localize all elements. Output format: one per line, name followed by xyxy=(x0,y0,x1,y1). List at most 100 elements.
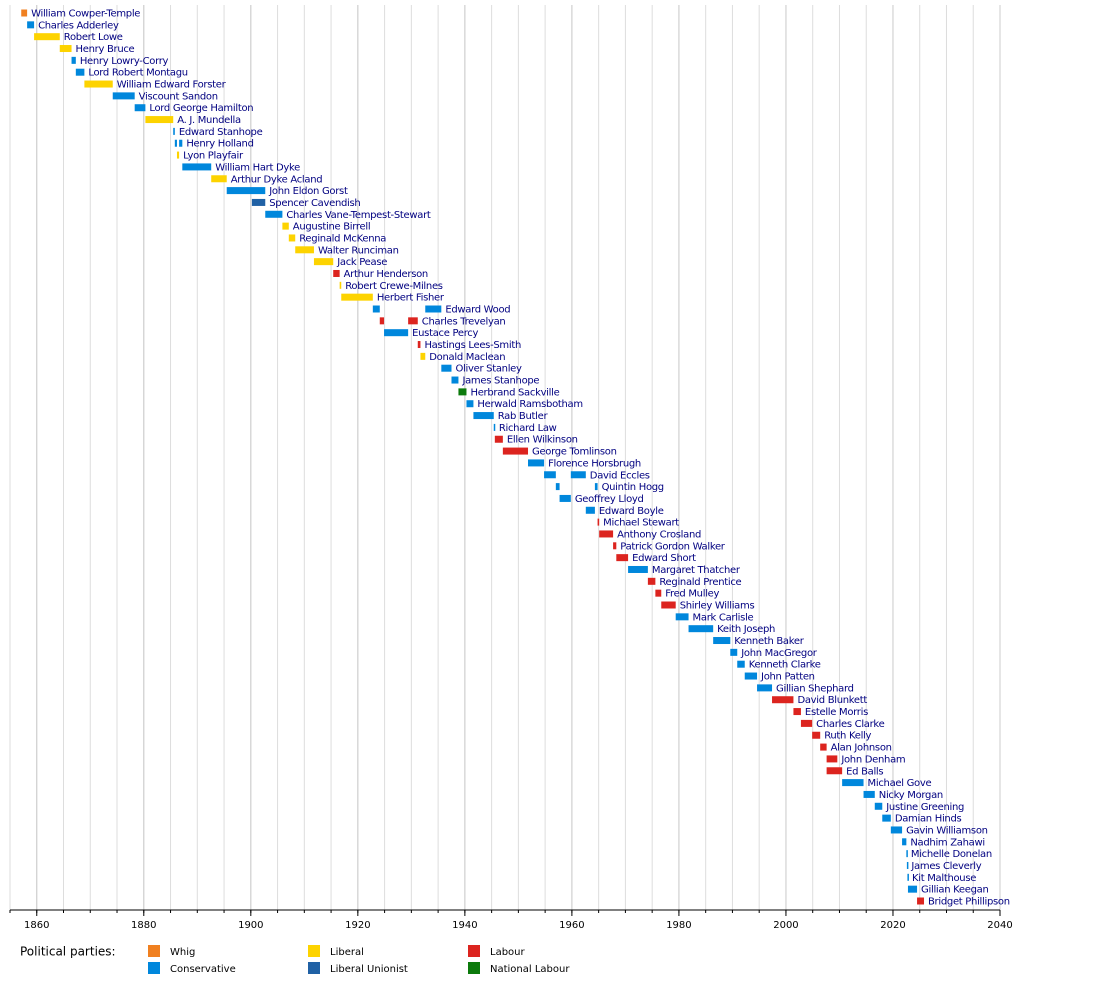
minister-name: Hastings Lees-Smith xyxy=(424,340,521,351)
minister-name: James Stanhope xyxy=(461,376,539,387)
legend-label: Liberal xyxy=(330,947,364,958)
term-bar xyxy=(528,459,545,467)
minister-name: Charles Clarke xyxy=(816,719,884,730)
term-bar xyxy=(585,506,595,514)
minister-name: Arthur Dyke Acland xyxy=(231,174,323,185)
term-bar xyxy=(226,187,266,195)
term-bar xyxy=(372,305,380,313)
minister-name: Edward Wood xyxy=(445,305,510,316)
term-bar xyxy=(71,56,76,64)
term-bar xyxy=(313,258,334,266)
term-bar xyxy=(34,33,60,41)
term-bar xyxy=(730,648,738,656)
term-bar xyxy=(902,838,907,846)
term-bar xyxy=(597,518,600,526)
term-bar xyxy=(647,577,656,585)
term-bar xyxy=(616,554,629,562)
term-bar xyxy=(863,790,875,798)
term-bar xyxy=(559,494,571,502)
term-bar xyxy=(713,637,731,645)
minister-name: Arthur Henderson xyxy=(344,269,428,280)
term-bar xyxy=(907,873,909,881)
term-bar xyxy=(420,352,426,360)
term-bar xyxy=(182,163,212,171)
x-tick-label: 1940 xyxy=(452,920,477,931)
x-tick-label: 1920 xyxy=(345,920,370,931)
minister-name: William Hart Dyke xyxy=(215,162,300,173)
minister-name: Shirley Williams xyxy=(680,601,755,612)
term-bar xyxy=(466,400,474,408)
legend-label: National Labour xyxy=(490,964,570,975)
minister-name: Quintin Hogg xyxy=(602,482,664,493)
legend-swatch xyxy=(468,962,480,974)
term-bar xyxy=(408,317,418,325)
term-bar xyxy=(744,672,758,680)
term-bar xyxy=(906,850,908,858)
x-tick-label: 2000 xyxy=(773,920,798,931)
minister-name: Anthony Crosland xyxy=(617,529,701,540)
term-bar xyxy=(341,293,373,301)
legend-swatch xyxy=(308,945,320,957)
minister-name: David Blunkett xyxy=(797,695,867,706)
term-bar xyxy=(628,565,648,573)
minister-name: Henry Holland xyxy=(186,139,253,150)
term-bar xyxy=(288,234,296,242)
term-bar xyxy=(134,104,146,112)
minister-name: William Edward Forster xyxy=(117,80,227,91)
x-tick-label: 2020 xyxy=(880,920,905,931)
minister-name: Charles Vane-Tempest-Stewart xyxy=(286,210,431,221)
minister-name: Justine Greening xyxy=(885,802,964,813)
term-bar xyxy=(737,660,745,668)
minister-name: David Eccles xyxy=(590,470,650,481)
minister-name: Michelle Donelan xyxy=(911,849,992,860)
x-tick-label: 1980 xyxy=(666,920,691,931)
term-bar xyxy=(451,376,459,384)
term-bar xyxy=(441,364,452,372)
minister-name: Lyon Playfair xyxy=(183,151,244,162)
minister-name: Jack Pease xyxy=(336,257,387,268)
term-bar xyxy=(176,151,180,159)
term-bar xyxy=(211,175,227,183)
minister-name: Kenneth Clarke xyxy=(749,660,821,671)
term-bar xyxy=(675,613,689,621)
minister-name: Bridget Phillipson xyxy=(928,897,1010,908)
term-bar xyxy=(594,483,598,491)
term-bar xyxy=(570,471,586,479)
term-bar xyxy=(27,21,35,29)
minister-name: Rab Butler xyxy=(498,411,549,422)
minister-name: Edward Boyle xyxy=(599,506,664,517)
term-bar xyxy=(179,139,183,147)
minister-name: Edward Short xyxy=(632,553,696,564)
minister-name: Geoffrey Lloyd xyxy=(575,494,644,505)
legend-label: Liberal Unionist xyxy=(330,964,408,975)
term-bar xyxy=(493,423,496,431)
minister-name: Nadhim Zahawi xyxy=(910,837,985,848)
minister-name: Augustine Birrell xyxy=(293,222,371,233)
term-bar xyxy=(265,210,283,218)
term-bar xyxy=(494,435,503,443)
term-bar xyxy=(75,68,85,76)
minister-name: Gillian Shephard xyxy=(776,683,854,694)
term-bar xyxy=(757,684,773,692)
term-bar xyxy=(112,92,135,100)
term-bar xyxy=(282,222,289,230)
minister-name: Gavin Williamson xyxy=(906,825,988,836)
minister-name: John Eldon Gorst xyxy=(268,186,348,197)
minister-name: William Cowper-Temple xyxy=(31,9,140,20)
minister-name: Florence Horsbrugh xyxy=(548,458,641,469)
minister-name: A. J. Mundella xyxy=(177,115,241,126)
x-tick-label: 1900 xyxy=(238,920,263,931)
term-bar xyxy=(458,388,467,396)
minister-name: Margaret Thatcher xyxy=(652,565,741,576)
term-bar xyxy=(772,696,794,704)
minister-name: Ed Balls xyxy=(846,766,883,777)
minister-name: Estelle Morris xyxy=(805,707,868,718)
x-tick-label: 1880 xyxy=(131,920,156,931)
legend-label: Labour xyxy=(490,947,526,958)
minister-name: Spencer Cavendish xyxy=(269,198,360,209)
minister-name: Alan Johnson xyxy=(831,743,892,754)
minister-name: Ruth Kelly xyxy=(824,731,871,742)
term-bar xyxy=(174,139,177,147)
term-bar xyxy=(661,601,676,609)
term-bar xyxy=(417,341,421,349)
